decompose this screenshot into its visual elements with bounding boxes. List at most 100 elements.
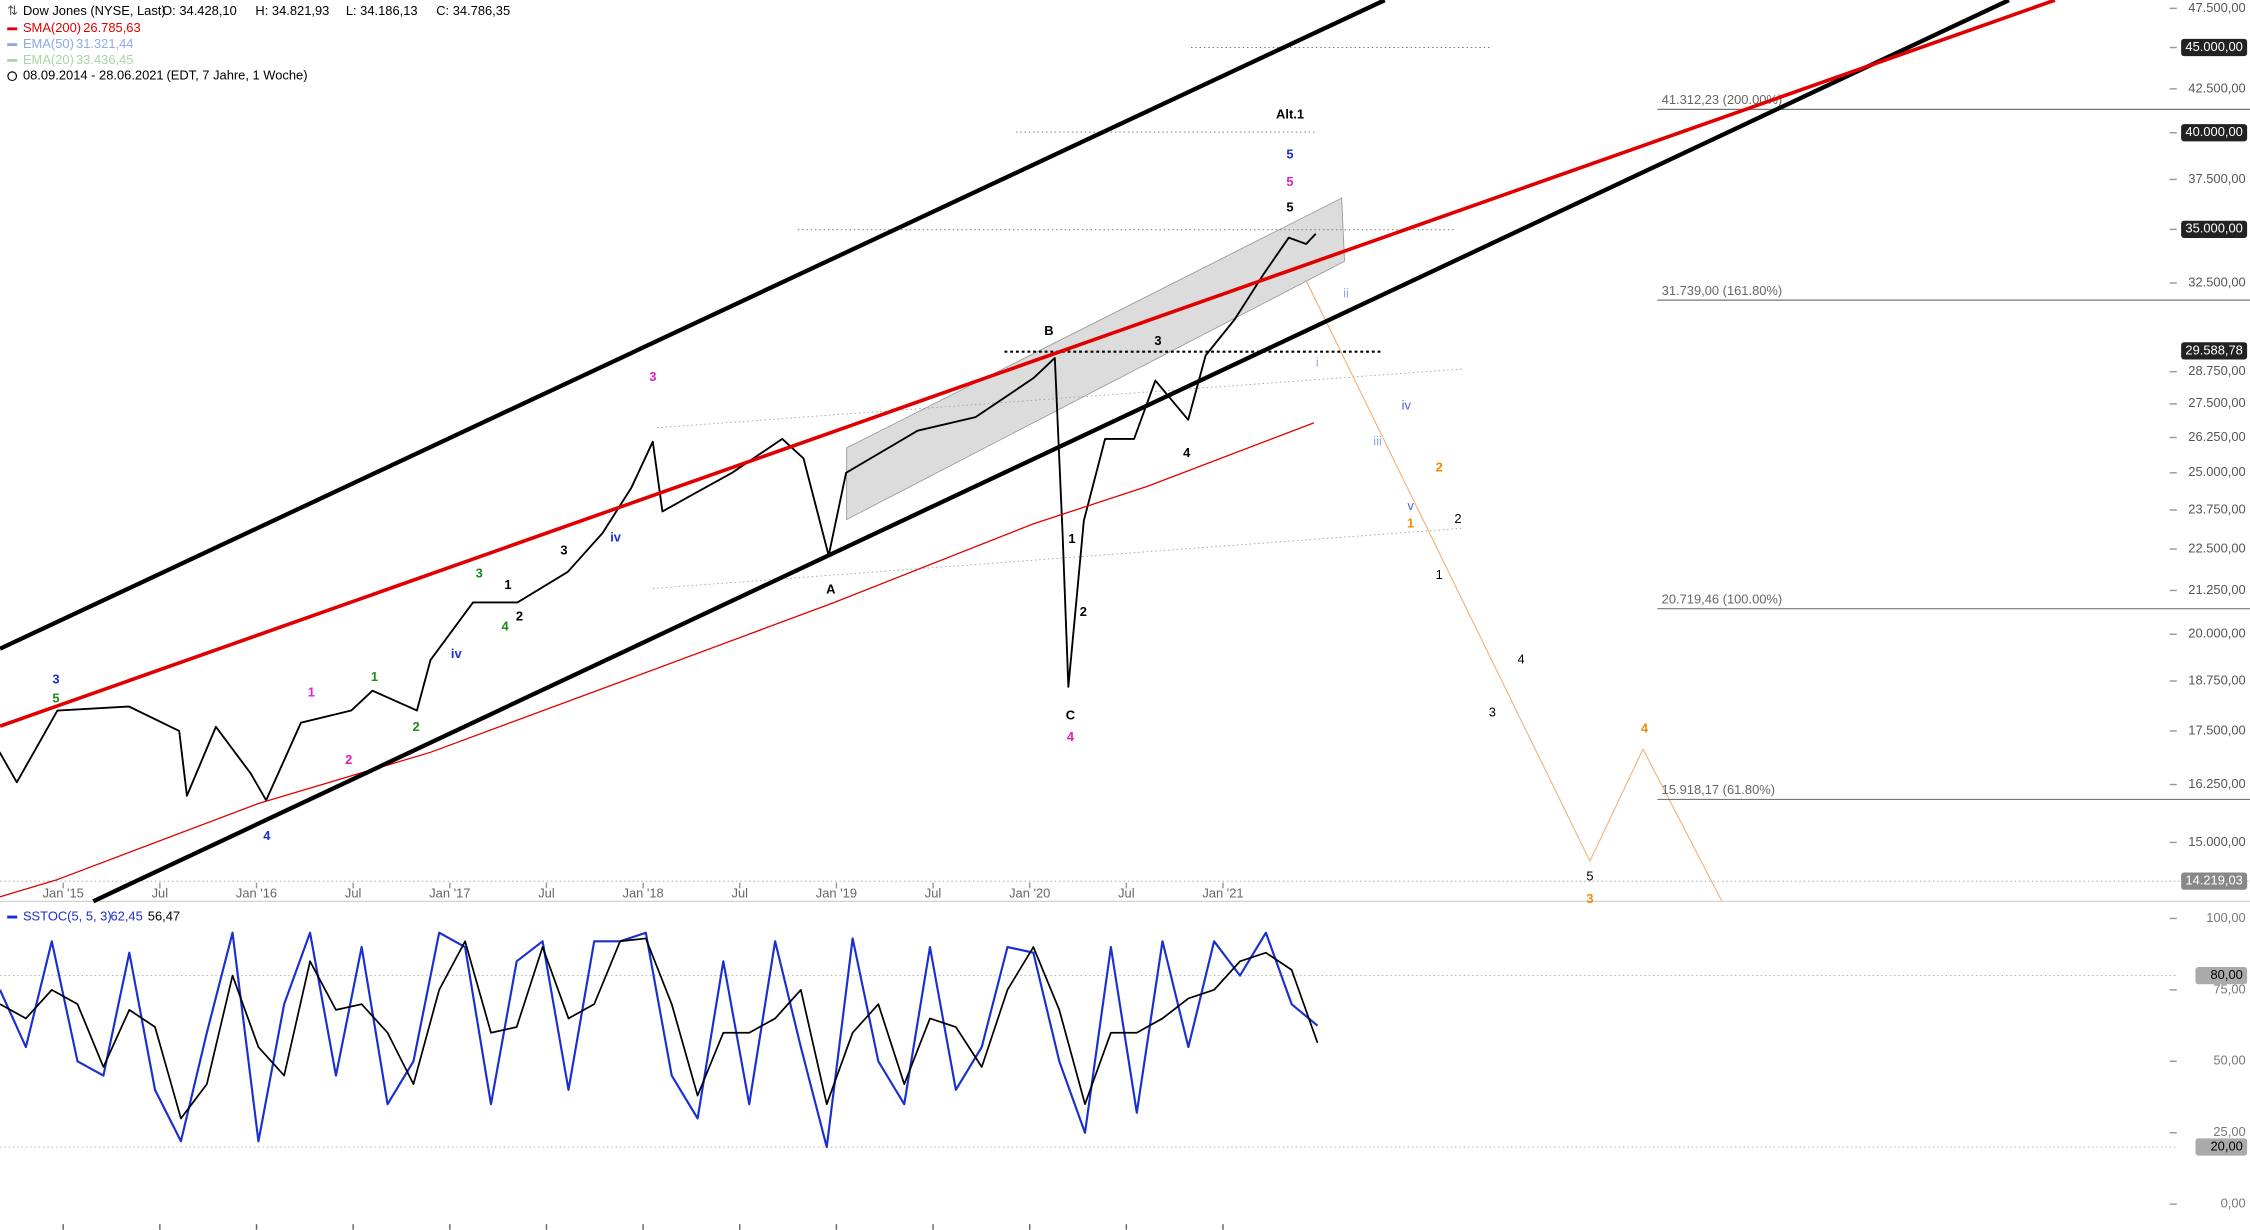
y-tick-label: 25,00 — [2213, 1124, 2245, 1139]
y-tick-label: 42.500,00 — [2188, 80, 2245, 95]
header-ohlc: O: 34.428,10 — [162, 3, 237, 18]
wave-label: iii — [1373, 433, 1382, 448]
wave-label: 1 — [308, 685, 315, 700]
legend-label: SMA(200) — [23, 20, 81, 35]
wave-label: B — [1044, 323, 1053, 338]
x-tick-label: Jan '20 — [1009, 886, 1050, 901]
x-tick-label: Jul — [1118, 886, 1135, 901]
x-tick-label: Jan '21 — [1202, 886, 1243, 901]
wave-label: C — [1066, 708, 1075, 723]
projection — [1305, 279, 1723, 902]
wave-label: 2 — [1080, 604, 1087, 619]
y-tick-label: 23.750,00 — [2188, 501, 2245, 516]
price-box — [2181, 872, 2248, 890]
wave-label: 5 — [1286, 174, 1293, 189]
legend-label: EMA(50) — [23, 36, 74, 51]
header-ohlc: L: 34.186,13 — [346, 3, 418, 18]
y-tick-label: 17.500,00 — [2188, 722, 2245, 737]
wave-label: 4 — [502, 619, 510, 634]
x-tick-label: Jul — [925, 886, 942, 901]
wave-label: iv — [451, 646, 463, 661]
legend-value: 31.321,44 — [76, 36, 133, 51]
wave-label: 1 — [371, 669, 378, 684]
wave-label: 3 — [560, 543, 567, 558]
wave-label: 5 — [1586, 868, 1593, 883]
header-ohlc: H: 34.821,93 — [255, 3, 329, 18]
wave-label: iv — [610, 530, 622, 545]
wave-label: 4 — [1067, 729, 1075, 744]
fib-label: 41.312,23 (200.00%) — [1662, 92, 1783, 107]
trend-line — [0, 0, 2056, 728]
wave-label: 2 — [345, 752, 352, 767]
y-tick-label: 20.000,00 — [2188, 626, 2245, 641]
wave-label: i — [1316, 355, 1319, 370]
legend-value: 33.436,45 — [76, 52, 133, 67]
fib-label: 15.918,17 (61.80%) — [1662, 782, 1775, 797]
clock-icon — [7, 71, 18, 82]
header-ohlc: C: 34.786,35 — [436, 3, 510, 18]
trend-line — [92, 0, 2010, 904]
wave-label: 2 — [516, 609, 523, 624]
date-range: 08.09.2014 - 28.06.2021 — [23, 68, 164, 83]
level-box — [2195, 1138, 2248, 1156]
y-tick-label: 18.750,00 — [2188, 672, 2245, 687]
wave-label: A — [826, 581, 835, 596]
date-range-note: (EDT, 7 Jahre, 1 Woche) — [166, 68, 307, 83]
level-box-label: 20,00 — [2211, 1138, 2243, 1153]
wave-label: 3 — [52, 672, 59, 687]
y-tick-label: 50,00 — [2213, 1053, 2245, 1068]
y-tick-label: 15.000,00 — [2188, 834, 2245, 849]
wave-label: v — [1407, 498, 1414, 513]
x-tick-label: Jul — [345, 886, 362, 901]
price-box-label: 40.000,00 — [2185, 124, 2242, 139]
wave-label: iv — [1402, 398, 1412, 413]
y-tick-label: 21.250,00 — [2188, 582, 2245, 597]
x-tick-label: Jan '18 — [622, 886, 663, 901]
x-tick-label: Jul — [732, 886, 749, 901]
trend-line — [0, 0, 1386, 651]
wave-label: 3 — [1586, 891, 1593, 906]
x-tick-label: Jul — [152, 886, 169, 901]
wave-label: 3 — [1154, 333, 1161, 348]
wave-label: 5 — [52, 690, 59, 705]
indicator-value: 56,47 — [148, 908, 180, 923]
wave-label: 3 — [476, 566, 483, 581]
wave-label: 3 — [1489, 705, 1496, 720]
y-tick-label: 25.000,00 — [2188, 464, 2245, 479]
channel — [846, 197, 1345, 521]
y-tick-label: 22.500,00 — [2188, 540, 2245, 555]
y-tick-label: 75,00 — [2213, 981, 2245, 996]
price-box-label: 35.000,00 — [2185, 221, 2242, 236]
y-tick-label: 0,00 — [2221, 1196, 2246, 1211]
wave-label: 1 — [1436, 567, 1443, 582]
price-box-label: 14.219,03 — [2185, 873, 2242, 888]
price-box — [2181, 124, 2248, 142]
wave-label: 1 — [1068, 531, 1075, 546]
series-line — [0, 233, 1317, 802]
wave-label: 1 — [504, 577, 511, 592]
series-line — [0, 422, 1315, 898]
indicator-value: 62,45 — [110, 908, 142, 923]
wave-label: 3 — [649, 369, 656, 384]
wave-label: 4 — [263, 828, 271, 843]
y-tick-label: 28.750,00 — [2188, 363, 2245, 378]
wave-label: 4 — [1517, 652, 1524, 667]
x-tick-label: Jul — [538, 886, 555, 901]
wave-label: 2 — [413, 719, 420, 734]
series-line — [0, 931, 1319, 1149]
wave-label: 5 — [1286, 147, 1293, 162]
wave-label: 4 — [1641, 720, 1649, 735]
x-tick-label: Jan '19 — [816, 886, 857, 901]
y-tick-label: 27.500,00 — [2188, 395, 2245, 410]
y-tick-label: 37.500,00 — [2188, 171, 2245, 186]
price-box-label: 45.000,00 — [2185, 39, 2242, 54]
y-tick-label: 100,00 — [2206, 910, 2245, 925]
icon: ⇅ — [7, 3, 18, 18]
header-title: Dow Jones (NYSE, Last) — [23, 3, 166, 18]
series-line — [0, 937, 1319, 1120]
y-tick-label: 16.250,00 — [2188, 776, 2245, 791]
wave-label: Alt.1 — [1276, 106, 1304, 121]
wave-label: 5 — [1286, 200, 1293, 215]
y-tick-label: 32.500,00 — [2188, 274, 2245, 289]
